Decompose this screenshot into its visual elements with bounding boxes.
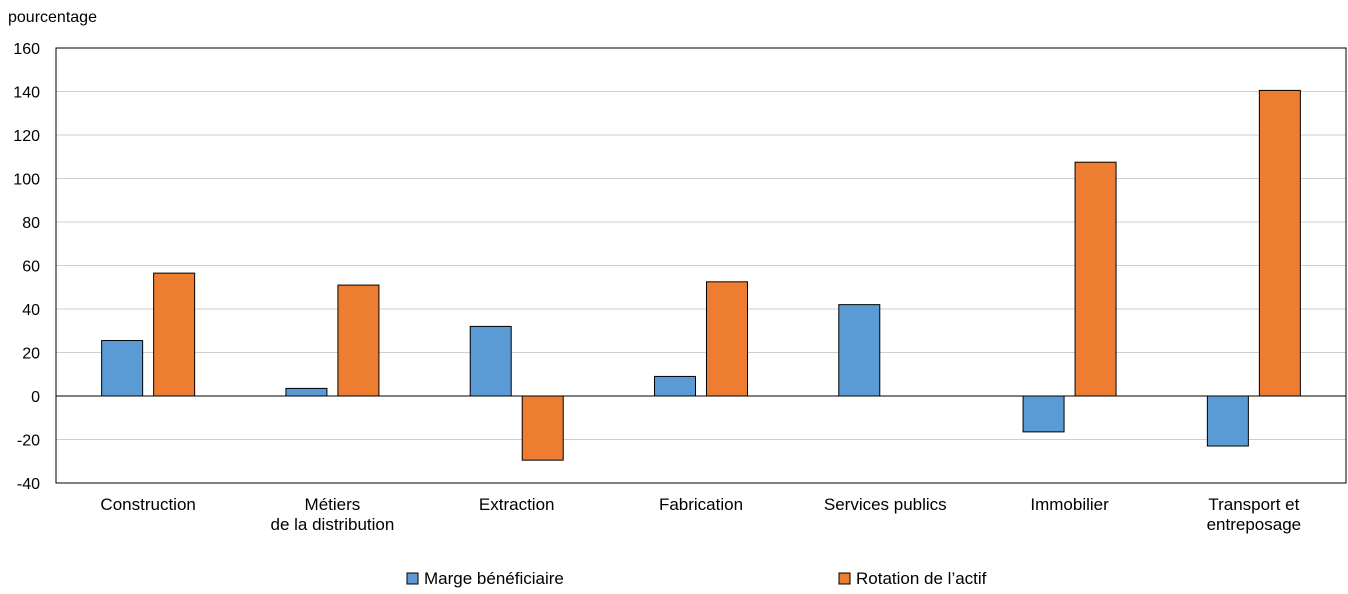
legend-label: Rotation de l’actif bbox=[856, 569, 987, 588]
bar-marge bbox=[654, 375, 696, 397]
y-axis-label: pourcentage bbox=[8, 9, 97, 26]
bar-marge bbox=[1022, 395, 1065, 433]
category-label: Extraction bbox=[479, 495, 555, 514]
y-tick-label: 60 bbox=[22, 259, 40, 276]
category-label: Transport et entreposage bbox=[1207, 495, 1302, 534]
x-axis-labels: Construction Métiers de la distribution Ext… bbox=[100, 495, 1301, 534]
y-tick-label: 40 bbox=[22, 302, 40, 319]
bar-rotation bbox=[153, 272, 196, 397]
category-label: Immobilier bbox=[1030, 495, 1109, 514]
gridlines bbox=[56, 91, 1346, 440]
bar-rotation bbox=[337, 284, 380, 397]
bar-rotation bbox=[521, 395, 564, 461]
legend-swatch bbox=[406, 572, 419, 585]
legend-label: Marge bénéficiaire bbox=[424, 569, 564, 588]
bar-marge bbox=[285, 387, 328, 397]
bar-rotation bbox=[1074, 161, 1117, 397]
y-tick-label: 140 bbox=[13, 85, 40, 102]
bar-rotation bbox=[1258, 89, 1301, 397]
bars bbox=[101, 89, 1301, 461]
y-tick-label: 100 bbox=[13, 172, 40, 189]
category-label: Construction bbox=[100, 495, 195, 514]
bar-rotation bbox=[706, 281, 748, 397]
plot-area bbox=[55, 47, 1347, 484]
y-tick-label: 120 bbox=[13, 128, 40, 145]
bar-marge bbox=[838, 304, 881, 397]
y-tick-label: 160 bbox=[13, 41, 40, 58]
y-tick-label: 80 bbox=[22, 215, 40, 232]
y-tick-label: 20 bbox=[22, 346, 40, 363]
category-label: Services publics bbox=[824, 495, 947, 514]
bar-marge bbox=[101, 340, 144, 397]
category-label: Fabrication bbox=[659, 495, 743, 514]
legend-swatch bbox=[838, 572, 851, 585]
y-tick-label: -40 bbox=[17, 476, 40, 493]
y-axis-ticks: 160 140 120 100 80 60 40 20 0 -20 -40 bbox=[13, 41, 40, 493]
bar-marge bbox=[1206, 395, 1249, 447]
legend: Marge bénéficiaire Rotation de l’actif bbox=[406, 569, 987, 588]
y-tick-label: 0 bbox=[31, 389, 40, 406]
y-tick-label: -20 bbox=[17, 433, 40, 450]
category-label: Métiers de la distribution bbox=[271, 495, 395, 534]
bar-marge bbox=[469, 325, 512, 397]
